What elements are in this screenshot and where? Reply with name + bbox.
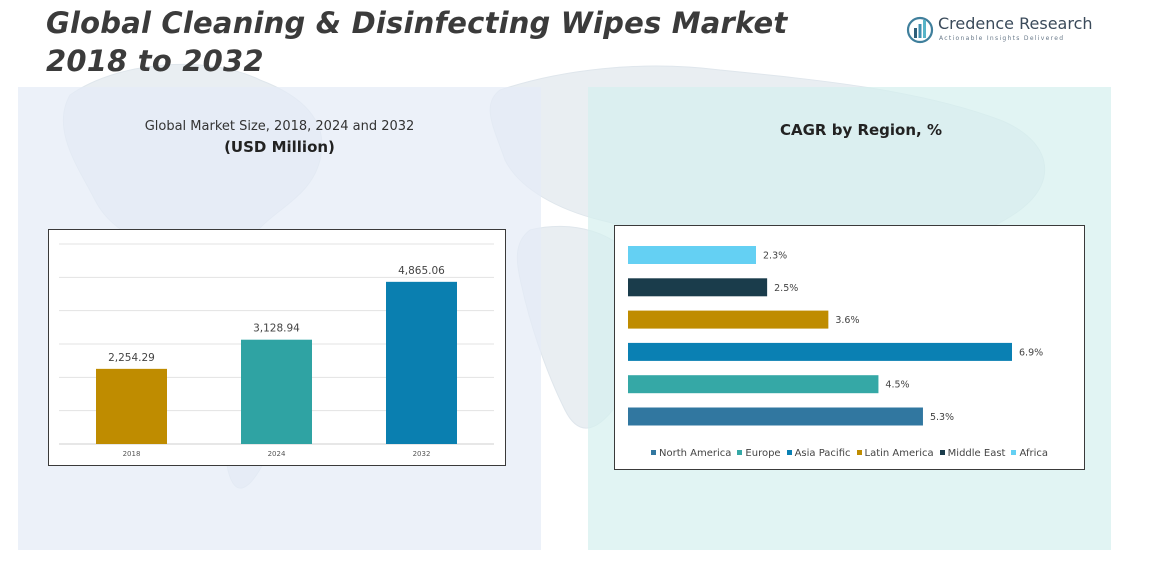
cagr-value-label: 6.9% xyxy=(1019,347,1043,358)
legend-item: Middle East xyxy=(939,448,1006,459)
bar-value-label: 2,254.29 xyxy=(108,352,155,364)
legend-label: Asia Pacific xyxy=(794,448,851,459)
cagr-legend: North America Europe Asia Pacific Latin Ame… xyxy=(615,448,1084,459)
legend-label: Middle East xyxy=(947,448,1006,459)
cagr-bar-chart: 2.3% 2.5% 3.6% 6.9% 4.5% 5.3% xyxy=(628,246,1043,426)
cagr-bar-africa xyxy=(628,246,756,264)
cagr-value-label: 2.5% xyxy=(774,283,798,294)
legend-item: Europe xyxy=(737,448,781,459)
legend-item: Asia Pacific xyxy=(786,448,851,459)
legend-swatch xyxy=(1011,449,1017,455)
title-line-2: 2018 to 2032 xyxy=(46,44,264,78)
market-size-bar-chart: 2,254.29 2018 3,128.94 2024 4,865.06 2032 xyxy=(59,243,494,458)
title-line-1: Global Cleaning & Disinfecting Wipes Mar… xyxy=(46,6,788,40)
market-size-unit: (USD Million) xyxy=(224,138,335,156)
cagr-title: CAGR by Region, % xyxy=(780,121,942,139)
brand-logo: Credence Research Actionable Insights De… xyxy=(906,14,1106,48)
cagr-bar-europe xyxy=(628,375,879,394)
bar-2024 xyxy=(241,339,312,444)
cagr-bar-north-america xyxy=(628,407,923,426)
x-tick-label: 2032 xyxy=(413,450,431,458)
bar-2032 xyxy=(386,281,457,444)
market-size-chart: 2,254.29 2018 3,128.94 2024 4,865.06 2032 xyxy=(48,229,506,466)
bar-chart-logo-icon xyxy=(906,16,934,44)
legend-swatch xyxy=(786,449,792,455)
legend-item: Latin America xyxy=(856,448,934,459)
cagr-bar-middle-east xyxy=(628,278,768,297)
legend-label: North America xyxy=(659,448,732,459)
cagr-value-label: 5.3% xyxy=(930,412,954,423)
x-tick-label: 2024 xyxy=(268,450,286,458)
page-title: Global Cleaning & Disinfecting Wipes Mar… xyxy=(46,4,806,80)
market-size-subtitle: Global Market Size, 2018, 2024 and 2032 xyxy=(144,119,415,134)
cagr-value-label: 3.6% xyxy=(835,315,859,326)
legend-item: North America xyxy=(651,448,731,459)
cagr-chart: 2.3% 2.5% 3.6% 6.9% 4.5% 5.3% North America Eu… xyxy=(614,225,1085,470)
legend-label: Latin America xyxy=(864,448,934,459)
legend-label: Europe xyxy=(745,448,781,459)
cagr-value-label: 2.3% xyxy=(763,251,787,262)
legend-swatch xyxy=(651,449,656,455)
cagr-bar-asia-pacific xyxy=(628,342,1012,361)
logo-tagline: Actionable Insights Delivered xyxy=(939,35,1065,42)
legend-label: Africa xyxy=(1019,448,1048,459)
bar-value-label: 4,865.06 xyxy=(398,265,445,277)
cagr-bar-latin-america xyxy=(628,310,829,329)
cagr-value-label: 4.5% xyxy=(885,380,909,391)
x-tick-label: 2018 xyxy=(123,450,141,458)
legend-swatch xyxy=(737,449,743,455)
bar-2018 xyxy=(96,368,167,444)
legend-item: Africa xyxy=(1011,448,1048,459)
bar-value-label: 3,128.94 xyxy=(253,323,300,335)
logo-name: Credence Research xyxy=(938,14,1093,33)
legend-swatch xyxy=(856,449,862,455)
legend-swatch xyxy=(939,449,945,455)
